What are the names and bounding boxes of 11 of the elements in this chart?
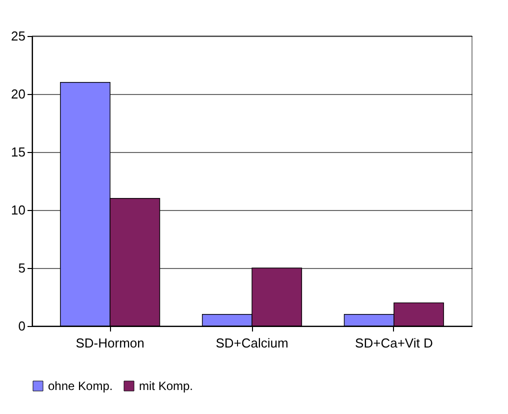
- y-tick-label: 5: [18, 260, 26, 276]
- y-tick-label: 25: [11, 28, 26, 44]
- x-tick-label: SD+Calcium: [216, 336, 288, 350]
- y-tick-label: 0: [18, 318, 26, 334]
- y-tick-label: 15: [11, 144, 26, 160]
- legend-label: mit Komp.: [139, 379, 194, 393]
- x-tick-label: SD+Ca+Vit D: [355, 336, 433, 350]
- legend-label: ohne Komp.: [48, 379, 113, 393]
- y-tick-label: 10: [11, 202, 26, 218]
- x-tick-label: SD-Hormon: [76, 336, 144, 350]
- y-tick-label: 20: [11, 86, 26, 102]
